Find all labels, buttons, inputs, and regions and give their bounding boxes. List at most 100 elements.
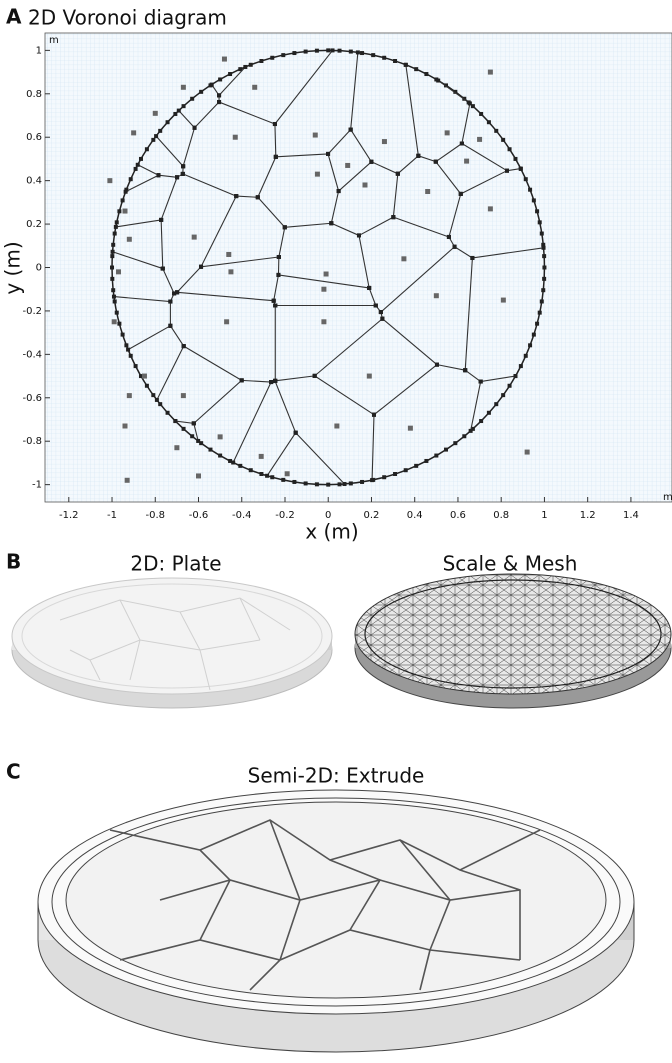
boundary-node bbox=[393, 59, 397, 63]
voronoi-vertex bbox=[276, 273, 280, 277]
boundary-node bbox=[117, 209, 121, 213]
boundary-node bbox=[281, 478, 285, 482]
seed-point bbox=[224, 319, 229, 324]
voronoi-vertex bbox=[505, 169, 509, 173]
voronoi-vertex bbox=[283, 225, 287, 229]
seed-point bbox=[362, 182, 367, 187]
seed-point bbox=[153, 111, 158, 116]
voronoi-vertex bbox=[404, 63, 408, 67]
voronoi-vertex bbox=[173, 419, 177, 423]
voronoi-vertex bbox=[273, 379, 277, 383]
x-axis-label: x (m) bbox=[305, 520, 358, 544]
voronoi-vertex bbox=[391, 215, 395, 219]
seed-point bbox=[131, 130, 136, 135]
voronoi-vertex bbox=[112, 295, 116, 299]
seed-point bbox=[122, 424, 127, 429]
boundary-node bbox=[371, 53, 375, 57]
voronoi-vertex bbox=[468, 101, 472, 105]
seed-point bbox=[285, 471, 290, 476]
voronoi-vertex bbox=[396, 172, 400, 176]
mesh-render bbox=[355, 574, 671, 708]
boundary-node bbox=[113, 299, 117, 303]
seed-point bbox=[313, 133, 318, 138]
seed-point bbox=[122, 209, 127, 214]
voronoi-vertex bbox=[192, 421, 196, 425]
voronoi-vertex bbox=[513, 374, 517, 378]
boundary-node bbox=[541, 288, 545, 292]
seed-point bbox=[181, 85, 186, 90]
seed-point bbox=[488, 206, 493, 211]
boundary-node bbox=[501, 138, 505, 142]
boundary-node bbox=[538, 311, 542, 315]
voronoi-vertex bbox=[357, 233, 361, 237]
voronoi-vertex bbox=[126, 348, 130, 352]
x-tick-label: 0.4 bbox=[407, 510, 423, 521]
voronoi-vertex bbox=[326, 152, 330, 156]
panel-title: Semi-2D: Extrude bbox=[248, 764, 425, 788]
y-tick-label: -1 bbox=[32, 480, 42, 491]
voronoi-vertex bbox=[374, 303, 378, 307]
voronoi-vertex bbox=[272, 299, 276, 303]
seed-point bbox=[345, 163, 350, 168]
boundary-node bbox=[494, 129, 498, 133]
boundary-node bbox=[542, 277, 546, 281]
boundary-node bbox=[532, 333, 536, 337]
boundary-node bbox=[110, 254, 114, 258]
y-axis-label: y (m) bbox=[1, 241, 25, 294]
seed-point bbox=[382, 139, 387, 144]
voronoi-vertex bbox=[294, 431, 298, 435]
boundary-node bbox=[190, 97, 194, 101]
x-tick-label: 0.2 bbox=[364, 510, 380, 521]
plate-render bbox=[12, 578, 332, 708]
boundary-node bbox=[326, 48, 330, 52]
voronoi-vertex bbox=[337, 189, 341, 193]
voronoi-vertex bbox=[274, 155, 278, 159]
boundary-node bbox=[115, 311, 119, 315]
voronoi-vertex bbox=[370, 478, 374, 482]
boundary-node bbox=[315, 482, 319, 486]
voronoi-vertex bbox=[453, 245, 457, 249]
x-tick-label: 0.8 bbox=[493, 510, 509, 521]
voronoi-vertex bbox=[329, 221, 333, 225]
boundary-node bbox=[208, 448, 212, 452]
voronoi-vertex bbox=[331, 48, 335, 52]
seed-point bbox=[525, 450, 530, 455]
voronoi-vertex bbox=[168, 324, 172, 328]
voronoi-vertex bbox=[243, 65, 247, 69]
seed-point bbox=[259, 454, 264, 459]
boundary-node bbox=[424, 72, 428, 76]
boundary-node bbox=[349, 50, 353, 54]
boundary-node bbox=[535, 209, 539, 213]
voronoi-vertex bbox=[470, 256, 474, 260]
seed-point bbox=[112, 319, 117, 324]
seed-point bbox=[125, 478, 130, 483]
boundary-node bbox=[218, 77, 222, 81]
boundary-node bbox=[115, 220, 119, 224]
boundary-node bbox=[249, 468, 253, 472]
x-tick-label: -0.6 bbox=[189, 510, 209, 521]
boundary-node bbox=[304, 50, 308, 54]
seed-point bbox=[464, 159, 469, 164]
boundary-node bbox=[151, 393, 155, 397]
voronoi-vertex bbox=[416, 154, 420, 158]
y-tick-label: -0.8 bbox=[22, 436, 42, 447]
x-tick-label: 1 bbox=[541, 510, 547, 521]
boundary-node bbox=[326, 483, 330, 487]
boundary-node bbox=[524, 177, 528, 181]
boundary-node bbox=[134, 167, 138, 171]
plot-grid bbox=[45, 33, 672, 502]
voronoi-vertex bbox=[372, 413, 376, 417]
seed-point bbox=[321, 319, 326, 324]
panel-label: B bbox=[6, 550, 21, 574]
seed-point bbox=[127, 393, 132, 398]
x-tick-label: 1.2 bbox=[580, 510, 596, 521]
boundary-node bbox=[129, 177, 133, 181]
x-tick-label: 1.4 bbox=[623, 510, 639, 521]
voronoi-vertex bbox=[269, 380, 273, 384]
extrude-render bbox=[38, 790, 634, 1052]
y-tick-label: 0.6 bbox=[26, 132, 42, 143]
x-unit: m bbox=[663, 492, 672, 503]
voronoi-vertex bbox=[436, 79, 440, 83]
boundary-node bbox=[462, 434, 466, 438]
voronoi-vertex bbox=[181, 172, 185, 176]
